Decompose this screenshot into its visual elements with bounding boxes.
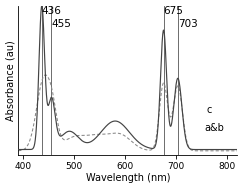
Text: 703: 703 bbox=[178, 19, 198, 29]
Text: 436: 436 bbox=[42, 5, 62, 15]
Y-axis label: Absorbance (au): Absorbance (au) bbox=[6, 40, 16, 121]
Text: 455: 455 bbox=[52, 19, 71, 29]
X-axis label: Wavelength (nm): Wavelength (nm) bbox=[86, 174, 170, 184]
Text: 675: 675 bbox=[164, 5, 183, 15]
Text: c: c bbox=[207, 105, 212, 115]
Text: a&b: a&b bbox=[204, 123, 224, 133]
